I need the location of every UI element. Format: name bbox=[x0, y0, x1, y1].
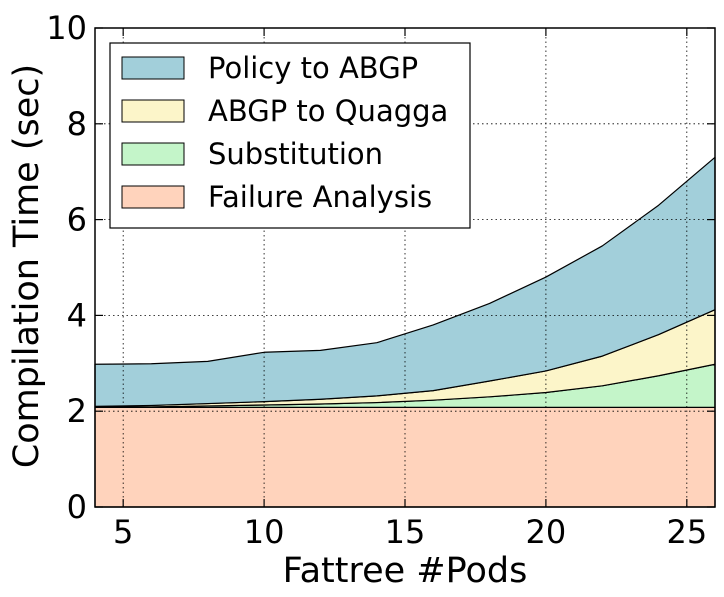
legend-swatch bbox=[121, 185, 185, 209]
x-tick-label: 10 bbox=[244, 513, 285, 551]
y-tick-label: 6 bbox=[67, 201, 87, 239]
y-axis-label: Compilation Time (sec) bbox=[7, 64, 47, 468]
grid-lines bbox=[95, 27, 715, 508]
y-tick-label: 10 bbox=[46, 9, 87, 47]
legend: Policy to ABGP ABGP to Quagga Substitution… bbox=[109, 42, 471, 229]
legend-swatch bbox=[121, 56, 185, 80]
x-tick-label: 5 bbox=[113, 513, 133, 551]
x-tick-label: 15 bbox=[385, 513, 426, 551]
y-tick-label: 0 bbox=[67, 488, 87, 526]
y-tick-label: 8 bbox=[67, 105, 87, 143]
x-tick-label: 25 bbox=[666, 513, 707, 551]
stacked-areas bbox=[94, 156, 716, 508]
legend-swatch bbox=[121, 142, 185, 166]
x-tick-label: 20 bbox=[526, 513, 567, 551]
legend-label: ABGP to Quagga bbox=[208, 94, 448, 128]
legend-swatch bbox=[121, 99, 185, 123]
y-tick-label: 4 bbox=[67, 296, 87, 334]
legend-label: Policy to ABGP bbox=[208, 51, 418, 85]
y-tick-label: 2 bbox=[67, 392, 87, 430]
x-axis-label: Fattree #Pods bbox=[283, 551, 528, 591]
legend-label: Substitution bbox=[208, 137, 383, 171]
axis-ticks: 5 10 15 20 25 0 2 4 6 8 10 bbox=[46, 9, 715, 551]
legend-label: Failure Analysis bbox=[208, 180, 432, 214]
